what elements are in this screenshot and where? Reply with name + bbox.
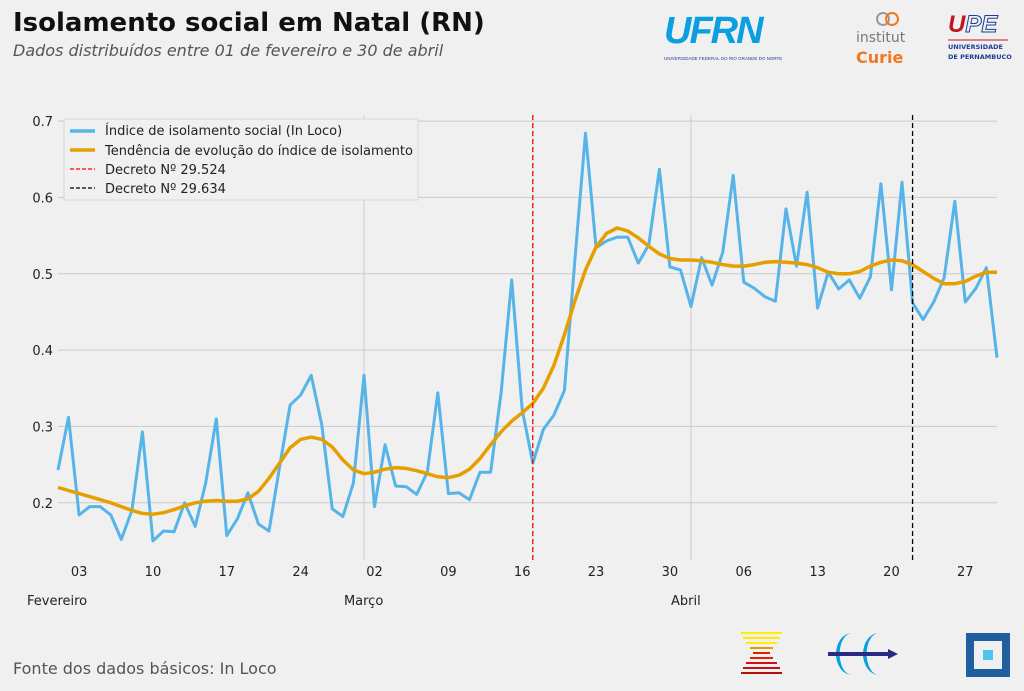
x-tick-label: 03 — [71, 565, 88, 580]
ufrn-logo-text: UFRN — [664, 10, 765, 52]
institut-curie-logo: institut Curie — [856, 12, 906, 67]
upe-logo-text: UPE — [948, 11, 998, 38]
y-tick-label: 0.3 — [32, 420, 53, 435]
month-label: Abril — [671, 594, 701, 609]
y-tick-label: 0.5 — [32, 268, 53, 283]
y-tick-label: 0.2 — [32, 497, 53, 512]
upe-logo-line1: UNIVERSIDADE — [948, 43, 1003, 51]
legend: Índice de isolamento social (In Loco) Te… — [63, 118, 419, 201]
x-tick-label: 16 — [514, 565, 531, 580]
series-line-trend — [57, 226, 997, 516]
legend-label-decree-2: Decreto Nº 29.634 — [105, 182, 226, 197]
page-title: Isolamento social em Natal (RN) — [13, 8, 485, 38]
ufrn-logo: UFRN UNIVERSIDADE FEDERAL DO RIO GRANDE … — [664, 10, 782, 61]
ufrn-logo-subtext: UNIVERSIDADE FEDERAL DO RIO GRANDE DO NO… — [664, 56, 782, 61]
legend-label-isolation: Índice de isolamento social (In Loco) — [105, 123, 342, 139]
axes: 0.2 0.3 0.4 0.5 0.6 0.7 Fevereiro Março Abril 03 1… — [27, 115, 974, 609]
series-line-isolation-index — [56, 131, 999, 543]
x-tick-label: 30 — [662, 565, 679, 580]
x-tick-label: 27 — [957, 565, 974, 580]
curie-logo-line2: Curie — [856, 48, 904, 67]
x-tick-label: 02 — [366, 565, 383, 580]
cc-logo — [828, 633, 898, 676]
upe-logo: UPE UNIVERSIDADE DE PERNAMBUCO — [948, 11, 1012, 61]
page-subtitle: Dados distribuídos entre 01 de fevereiro… — [13, 41, 444, 60]
legend-box — [63, 118, 419, 201]
month-label: Fevereiro — [27, 594, 87, 609]
series-points — [57, 227, 998, 515]
y-tick-label: 0.6 — [32, 191, 53, 206]
hourglass-logo — [741, 632, 782, 674]
y-tick-label: 0.7 — [32, 115, 53, 130]
x-tick-label: 10 — [145, 565, 162, 580]
upe-logo-line2: DE PERNAMBUCO — [948, 53, 1012, 61]
x-tick-label: 06 — [735, 565, 752, 580]
x-tick-label: 13 — [809, 565, 826, 580]
x-tick-label: 24 — [292, 565, 309, 580]
x-tick-label: 20 — [883, 565, 900, 580]
x-tick-label: 23 — [588, 565, 605, 580]
legend-label-trend: Tendência de evolução do índice de isola… — [104, 144, 413, 159]
x-tick-label: 17 — [219, 565, 236, 580]
y-tick-label: 0.4 — [32, 344, 53, 359]
x-tick-label: 09 — [440, 565, 457, 580]
chart-marks — [56, 115, 999, 560]
cube-logo — [966, 633, 1010, 677]
legend-label-decree-1: Decreto Nº 29.524 — [105, 163, 226, 178]
month-label: Março — [344, 594, 383, 609]
data-source: Fonte dos dados básicos: In Loco — [13, 659, 277, 678]
curie-logo-line1: institut — [856, 30, 906, 46]
